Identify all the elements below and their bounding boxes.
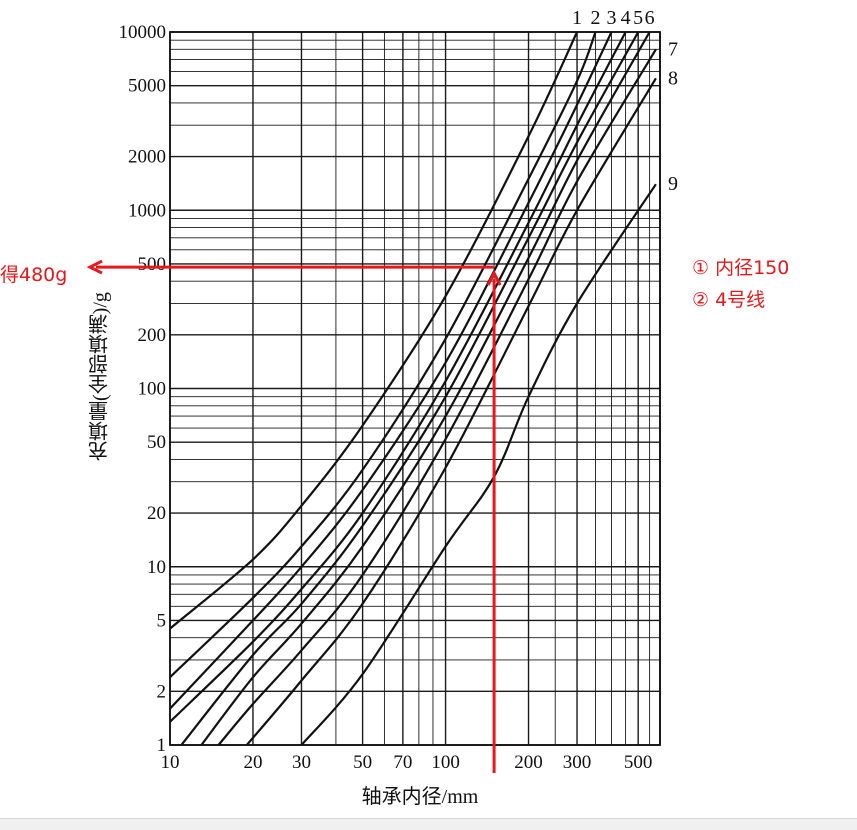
curve-layer bbox=[170, 32, 657, 745]
step1-annotation: ① 内径150 bbox=[692, 257, 790, 279]
series-curve-8 bbox=[245, 77, 657, 745]
y-axis-label: 充填量(全部填满)/g bbox=[89, 292, 112, 462]
x-tick-label: 20 bbox=[243, 752, 262, 773]
y-tick-label: 5 bbox=[157, 610, 167, 631]
series-label-6: 6 bbox=[645, 7, 655, 29]
x-tick-label: 10 bbox=[161, 752, 180, 773]
plot-frame bbox=[169, 31, 661, 746]
x-tick-label: 30 bbox=[292, 752, 311, 773]
series-curve-4 bbox=[170, 32, 627, 723]
series-label-9: 9 bbox=[668, 173, 678, 195]
y-tick-label: 100 bbox=[138, 379, 167, 400]
annotation-layer bbox=[86, 259, 502, 773]
series-label-2: 2 bbox=[590, 7, 600, 29]
series-curve-3 bbox=[170, 32, 613, 710]
x-tick-label: 70 bbox=[393, 752, 412, 773]
series-curve-6 bbox=[200, 32, 651, 745]
x-axis-label: 轴承内径/mm bbox=[361, 786, 479, 808]
series-label-layer: 1 2 3 4 5 67 8 9 bbox=[572, 7, 678, 195]
x-tick-label: 100 bbox=[431, 752, 460, 773]
step2-annotation: ② 4号线 bbox=[692, 289, 766, 311]
y-tick-label: 200 bbox=[138, 325, 167, 346]
y-tick-label: 50 bbox=[147, 432, 166, 453]
y-tick-label: 10 bbox=[147, 557, 166, 578]
series-label-4: 4 bbox=[621, 7, 631, 29]
series-label-5: 5 bbox=[633, 7, 643, 29]
x-tick-label: 50 bbox=[353, 752, 372, 773]
series-label-8: 8 bbox=[668, 67, 678, 89]
x-tick-label: 300 bbox=[563, 752, 592, 773]
series-curve-7 bbox=[217, 48, 657, 745]
series-curve-2 bbox=[170, 32, 597, 678]
y-tick-label: 20 bbox=[147, 503, 166, 524]
annotation-arrow-up bbox=[486, 269, 502, 286]
curves-group bbox=[170, 32, 657, 745]
grid-layer bbox=[169, 31, 661, 746]
y-tick-label: 2000 bbox=[128, 147, 166, 168]
series-curve-1 bbox=[170, 32, 578, 630]
x-tick-label: 500 bbox=[624, 752, 653, 773]
series-label-7: 7 bbox=[668, 38, 678, 60]
x-tick-label: 200 bbox=[514, 752, 543, 773]
series-curve-5 bbox=[180, 32, 640, 745]
y-tick-label: 10000 bbox=[119, 22, 167, 43]
series-label-1: 1 bbox=[572, 7, 582, 29]
tick-layer: 1 2 5 10 20 50 100 200 500 1000 2000 5000 10000 10 20 3… bbox=[119, 22, 653, 773]
y-tick-label: 1000 bbox=[128, 200, 166, 221]
series-label-3: 3 bbox=[606, 7, 616, 29]
y-tick-label: 500 bbox=[138, 254, 167, 275]
y-tick-label: 2 bbox=[157, 681, 167, 702]
window-bottom-bar bbox=[0, 818, 857, 830]
y-tick-label: 1 bbox=[157, 735, 167, 756]
annotation-arrow-left bbox=[86, 259, 103, 275]
result-annotation: 得480g bbox=[0, 264, 68, 286]
y-tick-label: 5000 bbox=[128, 76, 166, 97]
